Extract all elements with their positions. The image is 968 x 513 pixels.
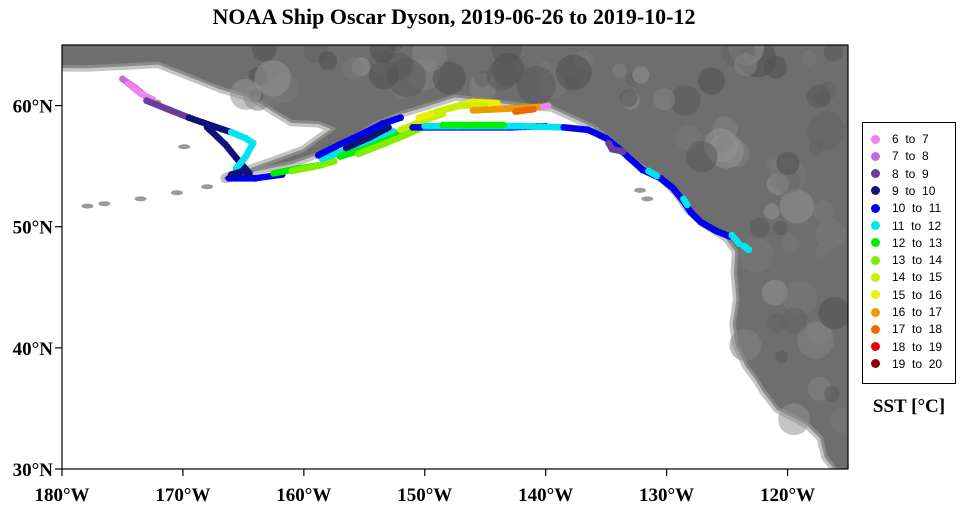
legend-swatch — [871, 307, 880, 317]
legend-item: 10 to 11 — [871, 200, 941, 216]
legend-label: 12 to 13 — [892, 235, 943, 250]
legend-item: 6 to 7 — [871, 131, 929, 147]
legend-label: 19 to 20 — [892, 356, 943, 371]
lon-tick-label: 120°W — [760, 485, 815, 506]
track-point — [745, 246, 753, 254]
map-title: NOAA Ship Oscar Dyson, 2019-06-26 to 201… — [212, 4, 696, 29]
lat-tick-label: 40°N — [13, 339, 54, 360]
track-point — [493, 99, 501, 107]
legend-item: 19 to 20 — [871, 356, 942, 372]
land-layer — [62, 45, 848, 469]
legend-item: 18 to 19 — [871, 339, 942, 355]
lat-tick-label: 60°N — [13, 97, 54, 118]
ship-track — [119, 75, 753, 254]
legend-swatch — [871, 203, 880, 213]
legend-swatch — [871, 342, 880, 352]
legend-label: 17 to 18 — [892, 322, 943, 337]
legend-label: 14 to 15 — [892, 270, 943, 285]
legend-label: 9 to 10 — [892, 183, 936, 198]
legend-label: 15 to 16 — [892, 287, 943, 302]
legend-label: 18 to 19 — [892, 339, 943, 354]
legend-item: 9 to 10 — [871, 183, 935, 199]
track-point — [653, 172, 661, 180]
legend-swatch — [871, 186, 880, 196]
legend-swatch — [871, 238, 880, 248]
lon-tick-label: 170°W — [155, 485, 210, 506]
track-point — [544, 102, 552, 109]
legend-swatch — [871, 272, 880, 282]
legend-swatch — [871, 221, 880, 230]
legend-label: 16 to 17 — [892, 305, 943, 319]
legend-item: 13 to 14 — [871, 252, 942, 268]
legend-title: SST [°C] — [872, 396, 946, 417]
legend-label: 6 to 7 — [892, 132, 929, 146]
legend-item: 14 to 15 — [871, 269, 942, 285]
legend-item: 16 to 17 — [871, 304, 942, 320]
legend-label: 11 to 12 — [892, 218, 942, 233]
legend-item: 8 to 9 — [871, 166, 929, 182]
track-point — [385, 124, 392, 131]
lat-tick-label: 50°N — [13, 218, 54, 239]
lon-tick-label: 130°W — [639, 485, 694, 506]
legend-swatch — [871, 324, 880, 334]
legend-swatch — [871, 359, 880, 369]
lat-tick-label: 30°N — [13, 460, 54, 481]
legend-item: 12 to 13 — [871, 235, 942, 251]
axes: 30°N 40°N 50°N 60°N 180°W 170°W 160°W 150°W 140°… — [13, 97, 815, 506]
legend-label: 13 to 14 — [892, 253, 943, 268]
legend-swatch — [871, 255, 880, 265]
legend-swatch — [871, 151, 880, 161]
legend-item: 15 to 16 — [871, 287, 942, 303]
legend-item: 11 to 12 — [871, 218, 941, 234]
legend-swatch — [871, 134, 880, 144]
plot-frame — [61, 44, 849, 470]
legend-swatch — [871, 290, 880, 300]
lon-tick-label: 150°W — [397, 485, 452, 506]
track-point — [397, 114, 404, 122]
lon-tick-label: 180°W — [34, 485, 89, 506]
legend-item: 17 to 18 — [871, 321, 942, 337]
track-point — [530, 105, 537, 113]
track-point — [500, 121, 507, 129]
track-point — [619, 148, 627, 156]
legend: 6 to 7 7 to 8 8 to 9 9 to 10 10 to 11 11 to 1… — [862, 122, 956, 384]
legend-swatch — [871, 169, 880, 179]
legend-label: 8 to 9 — [892, 166, 929, 181]
lon-tick-label: 140°W — [518, 485, 573, 506]
legend-item: 7 to 8 — [871, 148, 929, 164]
legend-label: 7 to 8 — [892, 149, 929, 164]
lon-tick-label: 160°W — [276, 485, 331, 506]
track-point — [330, 157, 338, 165]
track-point — [246, 170, 253, 177]
legend-label: 10 to 11 — [892, 201, 942, 216]
track-point — [683, 201, 691, 209]
